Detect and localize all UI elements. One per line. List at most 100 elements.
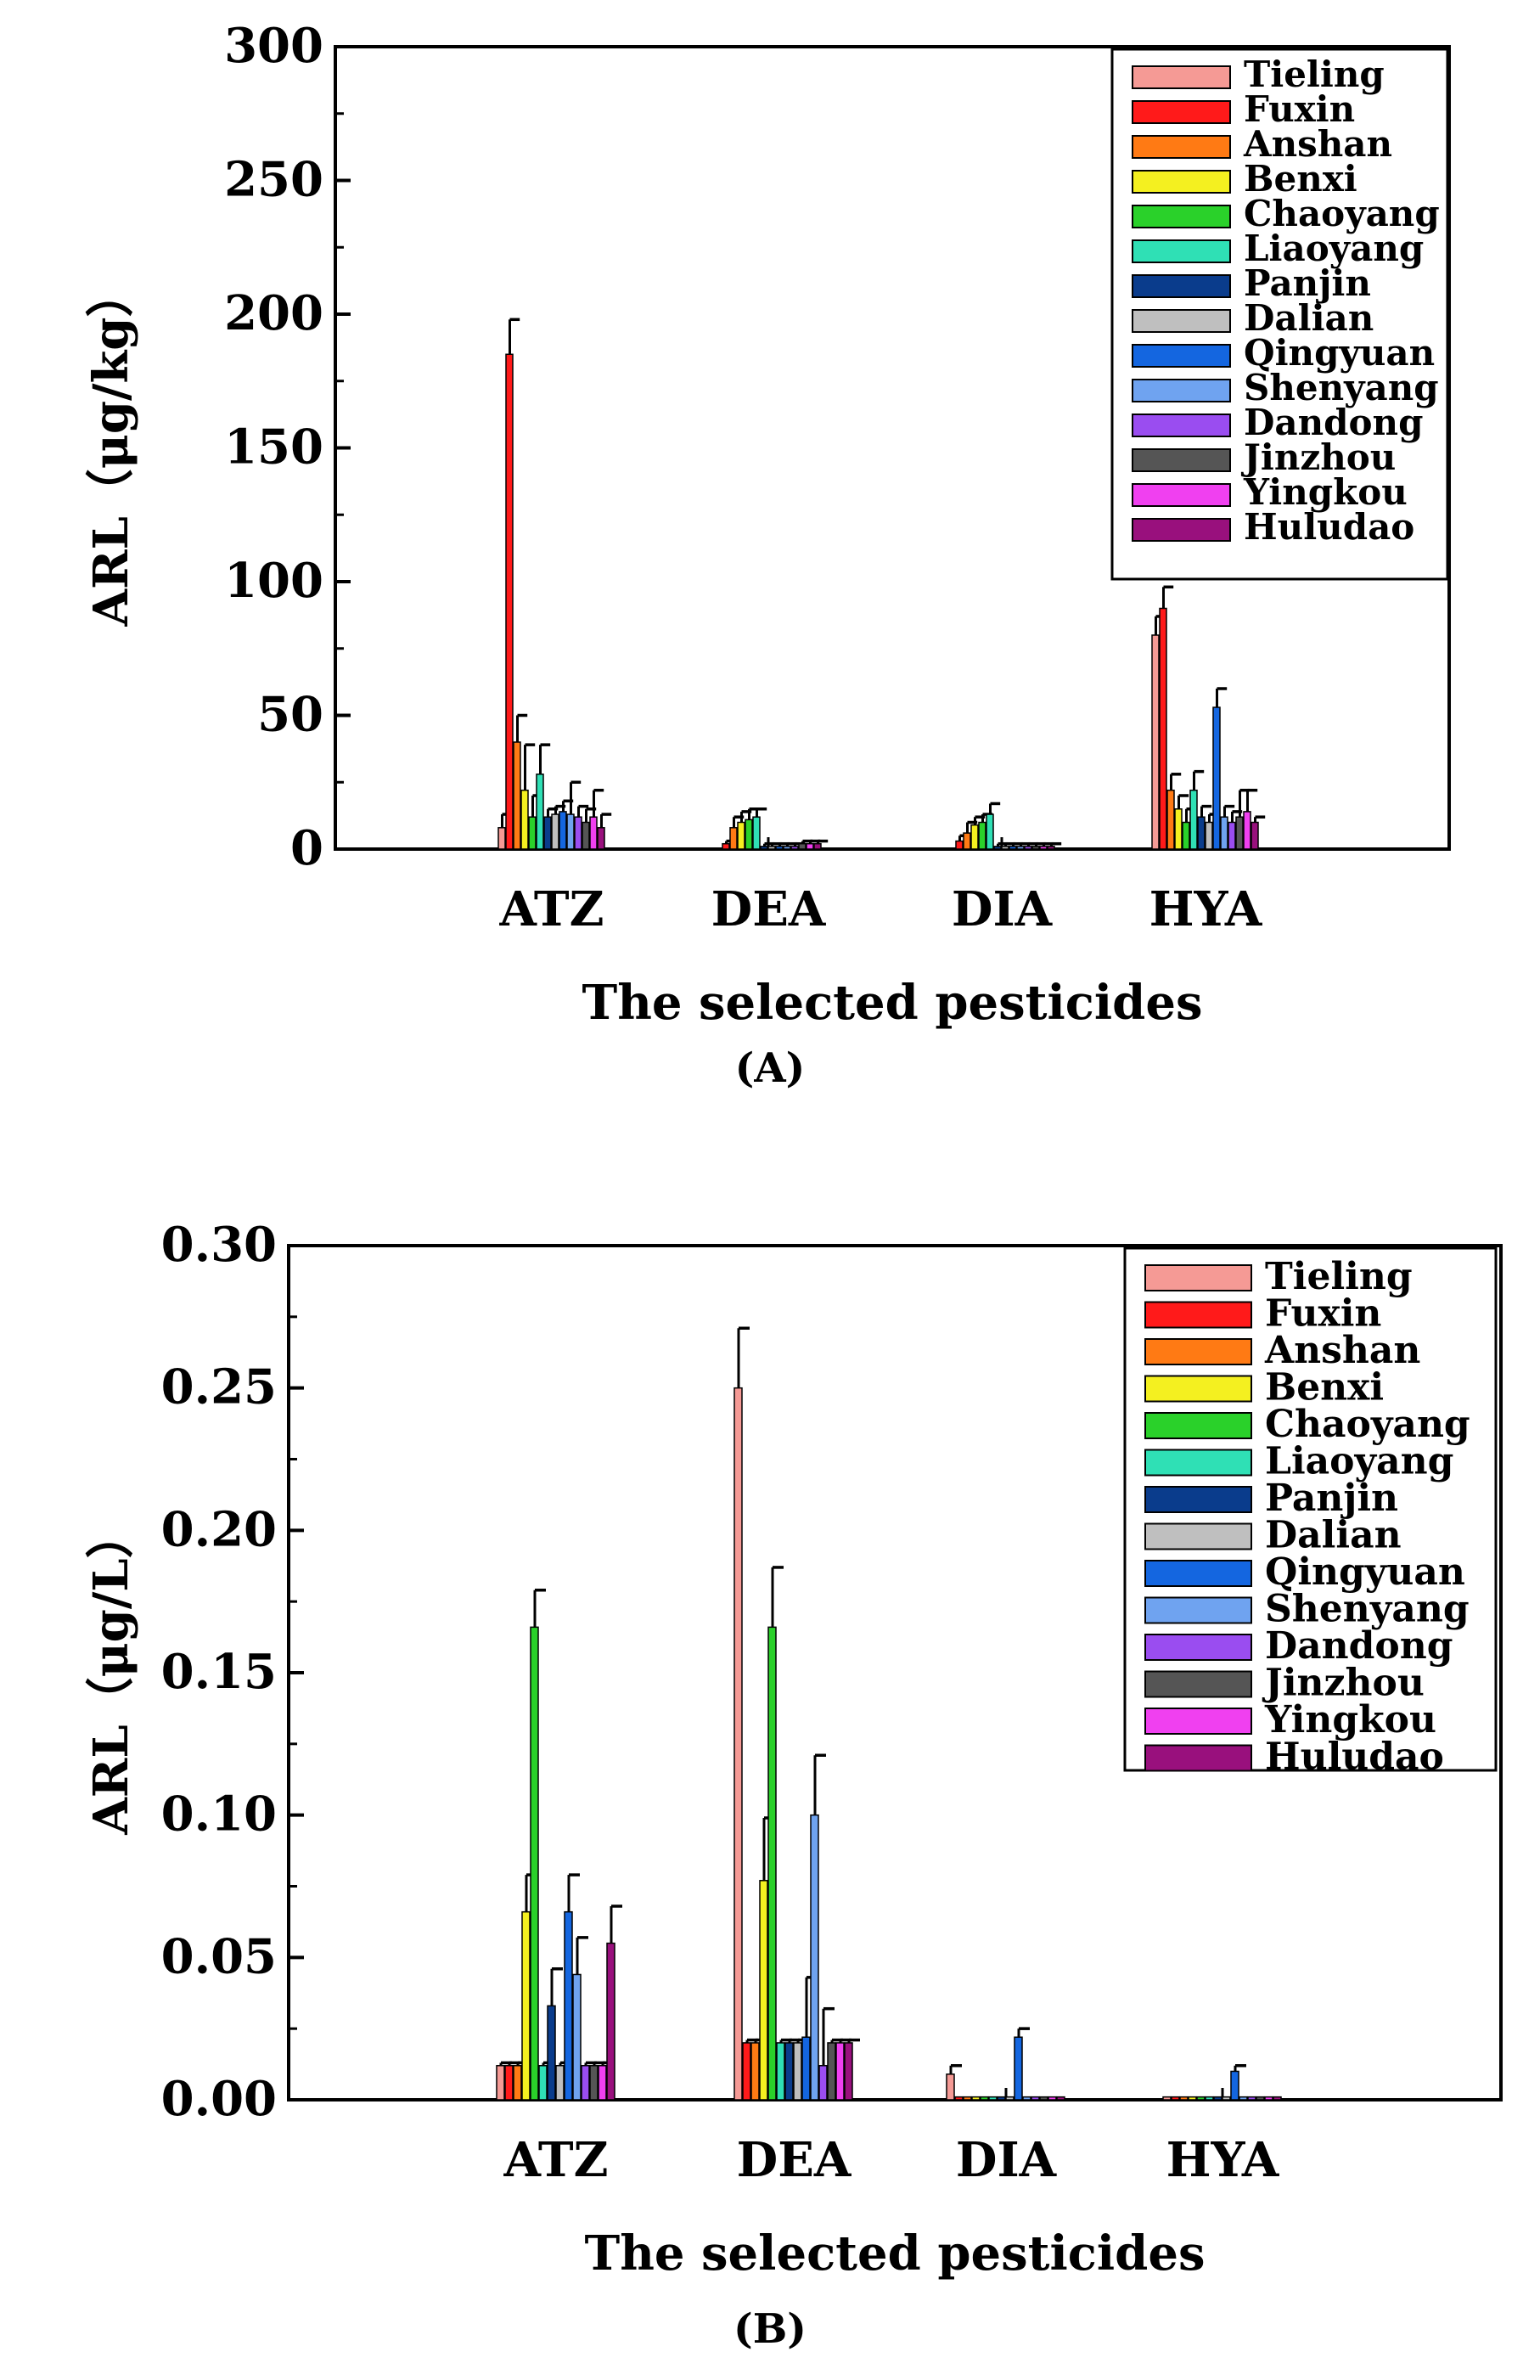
bar [589, 2065, 599, 2101]
chart-panel-b: 0.00 0.05 0.10 0.15 0.20 0.25 0.30 ARL（μg/L） ATZ… [0, 1189, 1540, 2377]
legend-label: Liaoyang [1265, 1440, 1453, 1483]
bar [806, 842, 814, 850]
legend-label: Yingkou [1243, 471, 1408, 513]
bar [566, 813, 575, 850]
bar [1009, 846, 1017, 850]
bar [775, 846, 784, 850]
legend-label: Dandong [1244, 402, 1423, 443]
bar [722, 842, 730, 850]
legend-label: Huludao [1244, 506, 1414, 548]
bar [1213, 2096, 1222, 2101]
bar [606, 1942, 615, 2101]
legend-label: Benxi [1244, 158, 1357, 200]
bar [1151, 634, 1160, 850]
x-category-label: DEA [737, 2132, 852, 2188]
legend-label: Dalian [1244, 297, 1374, 339]
bar [767, 846, 776, 850]
legend-swatch [1144, 1412, 1252, 1439]
legend-swatch [1132, 135, 1231, 159]
legend-label: Qingyuan [1265, 1550, 1465, 1594]
bar [543, 816, 552, 850]
legend-label: Shenyang [1244, 367, 1439, 408]
legend-swatch [1144, 1301, 1252, 1329]
bar [776, 2042, 785, 2101]
bar [1222, 2096, 1231, 2101]
bar [978, 821, 986, 850]
y-tick-label: 300 [224, 18, 323, 74]
bar [1022, 2096, 1031, 2101]
legend-swatch [1144, 1560, 1252, 1587]
bar [963, 2096, 972, 2101]
bar [1024, 846, 1032, 850]
legend-label: Liaoyang [1244, 228, 1424, 269]
y-tick-label: 50 [257, 687, 323, 743]
legend-label: Anshan [1264, 1329, 1420, 1372]
bar [1174, 808, 1183, 850]
x-category-label: HYA [1166, 2132, 1280, 2188]
bar [988, 2096, 998, 2101]
bar [835, 2042, 845, 2101]
legend-swatch [1132, 239, 1231, 263]
bar [581, 2065, 590, 2101]
bar [1005, 2096, 1014, 2101]
bar [513, 2065, 522, 2101]
bar [1264, 2096, 1273, 2101]
bar [530, 1626, 539, 2101]
legend-label: Shenyang [1265, 1588, 1470, 1631]
legend-swatch [1144, 1338, 1252, 1365]
bar [1048, 2096, 1057, 2101]
bar [598, 2065, 607, 2101]
y-axis-label: ARL（μg/L） [83, 1511, 139, 1835]
x-category-label: DIA [952, 881, 1054, 937]
bar [555, 2065, 565, 2101]
bar [1031, 2096, 1040, 2101]
bar [547, 2005, 556, 2101]
bar [1001, 846, 1009, 850]
bar [1159, 607, 1167, 850]
bar [980, 2096, 989, 2101]
bar [1197, 816, 1206, 850]
bar [536, 774, 544, 850]
bar [737, 821, 745, 850]
bar [745, 819, 753, 850]
bar [954, 2096, 964, 2101]
bar [793, 2042, 802, 2101]
bar [1047, 846, 1055, 850]
bar [1256, 2096, 1265, 2101]
legend-label: Panjin [1265, 1477, 1398, 1520]
bar [1273, 2096, 1282, 2101]
y-axis-label: ARL（μg/kg） [83, 270, 139, 627]
bar [760, 846, 768, 850]
bar [784, 2042, 794, 2101]
bar [538, 2065, 548, 2101]
bar [1179, 2096, 1189, 2101]
bar [759, 1880, 768, 2101]
legend-label: Panjin [1244, 262, 1371, 304]
bar [1228, 821, 1236, 850]
chart-b-svg: 0.00 0.05 0.10 0.15 0.20 0.25 0.30 ARL（μg/L） ATZ… [83, 1217, 1503, 2282]
legend-swatch [1132, 205, 1231, 228]
bar [1220, 816, 1228, 850]
bar [801, 2036, 811, 2101]
bar [1212, 706, 1221, 850]
bar [559, 811, 567, 850]
legend-label: Tieling [1244, 53, 1385, 95]
legend-swatch [1132, 170, 1231, 194]
bar [1251, 821, 1259, 850]
bar [505, 353, 514, 850]
bar [1230, 2070, 1239, 2101]
bar [521, 1910, 531, 2101]
y-tick-label: 100 [224, 553, 323, 609]
bar [564, 1910, 573, 2101]
legend-label: Chaoyang [1265, 1403, 1470, 1446]
bar [1056, 2096, 1065, 2101]
x-category-label: ATZ [499, 881, 604, 937]
legend-swatch [1144, 1449, 1252, 1477]
legend-label: Chaoyang [1244, 193, 1440, 234]
bar [1182, 821, 1190, 850]
legend-label: Fuxin [1244, 88, 1355, 130]
bar [742, 2042, 751, 2101]
legend-swatch [1144, 1708, 1252, 1735]
bar [1188, 2096, 1197, 2101]
bar [497, 827, 506, 850]
